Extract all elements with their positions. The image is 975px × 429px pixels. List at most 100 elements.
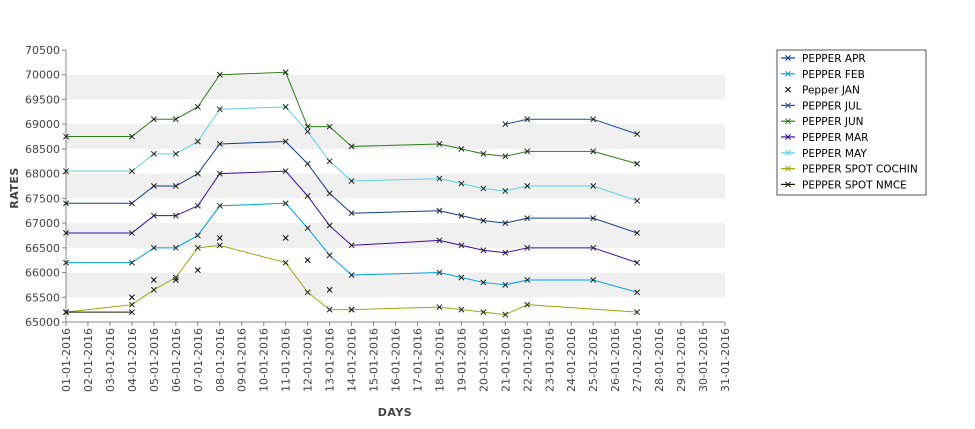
data-point bbox=[480, 247, 487, 254]
data-point-stroke bbox=[326, 190, 333, 197]
data-point bbox=[634, 197, 641, 204]
data-point-stroke bbox=[304, 225, 311, 231]
legend-swatch bbox=[781, 55, 795, 61]
data-point-stroke bbox=[128, 168, 135, 175]
legend-item: PEPPER SPOT COCHIN bbox=[781, 164, 918, 176]
y-tick-label: 66500 bbox=[25, 242, 60, 255]
x-tick-label: 12-01-2016 bbox=[302, 328, 315, 392]
data-point-stroke bbox=[480, 309, 487, 316]
data-point-stroke bbox=[216, 242, 223, 249]
data-point-stroke bbox=[63, 309, 69, 316]
data-point bbox=[458, 274, 465, 281]
data-point bbox=[480, 185, 487, 192]
data-point bbox=[436, 141, 443, 147]
data-point-stroke bbox=[150, 286, 157, 293]
data-point-stroke bbox=[194, 244, 201, 251]
legend-item: PEPPER JUL bbox=[781, 100, 862, 112]
data-point-stroke bbox=[63, 168, 69, 175]
data-point-stroke bbox=[63, 200, 69, 207]
data-point bbox=[326, 158, 333, 165]
data-point-stroke bbox=[590, 116, 597, 123]
data-point-stroke bbox=[150, 212, 157, 219]
data-point bbox=[524, 277, 531, 283]
data-point bbox=[282, 69, 289, 76]
series-pepper-apr bbox=[63, 138, 641, 236]
data-point bbox=[172, 116, 179, 123]
data-point bbox=[282, 103, 289, 110]
data-point-stroke bbox=[304, 192, 311, 199]
x-tick-label: 18-01-2016 bbox=[433, 328, 446, 392]
x-tick-label: 15-01-2016 bbox=[368, 328, 381, 392]
data-point-stroke bbox=[150, 183, 157, 189]
legend-swatch bbox=[781, 102, 795, 109]
legend-label: PEPPER MAY bbox=[802, 148, 867, 160]
x-tick-label: 07-01-2016 bbox=[192, 328, 205, 392]
legend-swatch bbox=[781, 181, 795, 188]
data-point bbox=[304, 160, 311, 167]
data-point bbox=[194, 138, 201, 145]
x-tick-label: 02-01-2016 bbox=[82, 328, 95, 392]
data-point-stroke bbox=[150, 116, 157, 123]
data-point bbox=[304, 128, 311, 135]
data-point-stroke bbox=[480, 279, 487, 286]
x-tick-label: 31-01-2016 bbox=[719, 328, 732, 392]
data-point bbox=[150, 277, 157, 283]
series-pepper-mar bbox=[63, 168, 641, 266]
data-point bbox=[172, 244, 179, 251]
x-axis-title: DAYS bbox=[378, 406, 412, 419]
y-tick-label: 67500 bbox=[25, 192, 60, 205]
data-point-stroke bbox=[458, 306, 465, 313]
data-point bbox=[63, 259, 69, 266]
legend-item: Pepper JAN bbox=[785, 85, 860, 97]
legend-box bbox=[776, 49, 927, 196]
y-tick-label: 67000 bbox=[25, 217, 60, 230]
data-point-stroke bbox=[785, 181, 791, 188]
data-point bbox=[634, 230, 641, 236]
data-point-stroke bbox=[348, 143, 355, 150]
data-point-stroke bbox=[524, 277, 531, 283]
data-point bbox=[216, 141, 223, 147]
data-point-stroke bbox=[348, 306, 355, 313]
data-point-stroke bbox=[172, 116, 179, 123]
data-point bbox=[194, 267, 201, 274]
x-tick-label: 21-01-2016 bbox=[499, 328, 512, 392]
data-point bbox=[128, 133, 135, 140]
data-point-stroke bbox=[194, 103, 201, 110]
data-point bbox=[502, 187, 509, 194]
data-point bbox=[436, 269, 443, 276]
x-tick-label: 03-01-2016 bbox=[104, 328, 117, 392]
data-point bbox=[282, 138, 289, 145]
data-point-stroke bbox=[348, 242, 355, 249]
data-point-stroke bbox=[216, 170, 223, 177]
data-point-stroke bbox=[524, 183, 531, 189]
data-point-stroke bbox=[785, 118, 791, 125]
y-tick-label: 69000 bbox=[25, 118, 60, 131]
data-point bbox=[524, 301, 531, 308]
data-point bbox=[524, 148, 531, 155]
data-point-stroke bbox=[128, 200, 135, 207]
y-axis-title: RATES bbox=[8, 167, 21, 209]
data-point bbox=[172, 150, 179, 157]
data-point-stroke bbox=[502, 311, 509, 318]
data-point-stroke bbox=[348, 178, 355, 185]
data-point-stroke bbox=[436, 175, 443, 182]
data-point bbox=[326, 123, 333, 130]
data-point-stroke bbox=[502, 187, 509, 194]
y-tick-label: 66000 bbox=[25, 267, 60, 280]
data-point-stroke bbox=[172, 244, 179, 251]
data-point-stroke bbox=[304, 128, 311, 135]
data-point-stroke bbox=[216, 202, 223, 209]
data-point-stroke bbox=[216, 71, 223, 78]
legend-item: PEPPER MAY bbox=[781, 148, 867, 160]
legend-label: PEPPER JUN bbox=[802, 116, 864, 128]
legend-swatch bbox=[781, 165, 795, 172]
data-point-stroke bbox=[128, 309, 135, 316]
series-pepper-may bbox=[63, 103, 641, 204]
data-point bbox=[326, 190, 333, 197]
data-point-stroke bbox=[172, 277, 179, 283]
grid-band bbox=[66, 272, 725, 298]
data-point bbox=[194, 232, 201, 239]
data-point bbox=[63, 200, 69, 207]
data-point-stroke bbox=[502, 121, 509, 128]
data-point-stroke bbox=[304, 160, 311, 167]
